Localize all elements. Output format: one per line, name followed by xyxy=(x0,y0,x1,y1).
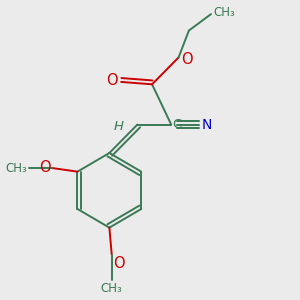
Text: O: O xyxy=(113,256,125,271)
Text: O: O xyxy=(39,160,51,175)
Text: O: O xyxy=(181,52,193,67)
Text: C: C xyxy=(172,118,182,130)
Text: O: O xyxy=(106,73,118,88)
Text: H: H xyxy=(113,120,123,133)
Text: CH₃: CH₃ xyxy=(101,282,123,295)
Text: N: N xyxy=(202,118,212,132)
Text: CH₃: CH₃ xyxy=(213,6,235,20)
Text: CH₃: CH₃ xyxy=(5,162,27,175)
